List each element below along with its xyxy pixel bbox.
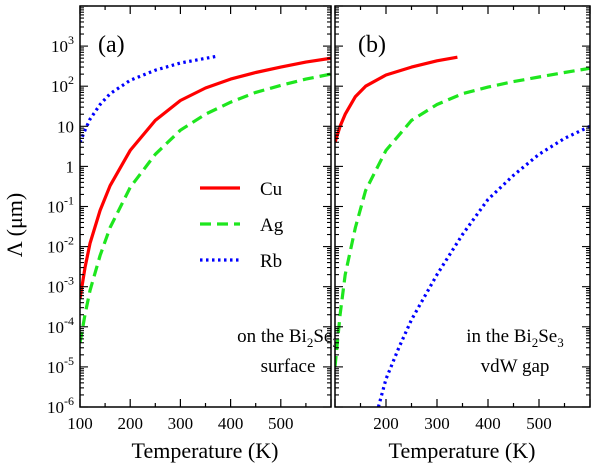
y-tick-label: 103 — [51, 33, 74, 56]
legend: Cu Ag Rb — [200, 179, 284, 272]
y-tick-label: 10-6 — [47, 394, 74, 417]
x-tick-label: 300 — [424, 414, 450, 433]
panel-label: (b) — [358, 32, 386, 58]
x-axis-title-b: Temperature (K) — [389, 438, 536, 463]
series-ag-line — [335, 66, 590, 368]
series-rb-line — [376, 124, 590, 407]
x-tick-label: 100 — [67, 414, 93, 433]
annotation-line-1: in the Bi2Se3 — [466, 326, 563, 350]
series-rb-line — [80, 54, 216, 143]
series-cu-line — [80, 56, 331, 300]
y-tick-label: 10-3 — [47, 274, 74, 297]
panel-label: (a) — [98, 32, 125, 58]
x-tick-label: 200 — [117, 414, 143, 433]
y-tick-label: 10-1 — [47, 194, 74, 217]
series-ag-line — [80, 72, 331, 344]
panel-b: 200 300 400 500 (b) in the Bi2Se3 vdW gap — [334, 5, 591, 433]
x-tick-label: 200 — [373, 414, 399, 433]
annotation-line-2: vdW gap — [481, 356, 550, 377]
annotation-line-1: on the Bi2Se3 — [237, 326, 339, 350]
x-tick-label: 500 — [526, 414, 552, 433]
y-tick-label: 10 — [57, 117, 74, 136]
x-tick-label: 500 — [268, 414, 294, 433]
legend-label-cu: Cu — [260, 179, 283, 200]
x-axis-title-a: Temperature (K) — [132, 438, 279, 463]
x-tick-label: 300 — [168, 414, 194, 433]
legend-label-ag: Ag — [260, 215, 284, 236]
y-tick-label: 102 — [51, 73, 74, 96]
y-axis-title: Λ (μm) — [2, 193, 27, 257]
panel-a: 100 200 300 400 500 10-6 10-5 10-4 10-3 10-2 10-1 1… — [47, 5, 339, 433]
x-tick-label: 400 — [475, 414, 501, 433]
y-tick-label: 10-2 — [47, 234, 74, 257]
y-tick-label: 10-5 — [47, 354, 74, 377]
series-cu-line — [335, 55, 458, 143]
legend-label-rb: Rb — [260, 251, 282, 272]
annotation-line-2: surface — [261, 356, 316, 377]
x-tick-label: 400 — [218, 414, 244, 433]
y-tick-label: 10-4 — [47, 314, 74, 337]
y-tick-label: 1 — [66, 157, 75, 176]
